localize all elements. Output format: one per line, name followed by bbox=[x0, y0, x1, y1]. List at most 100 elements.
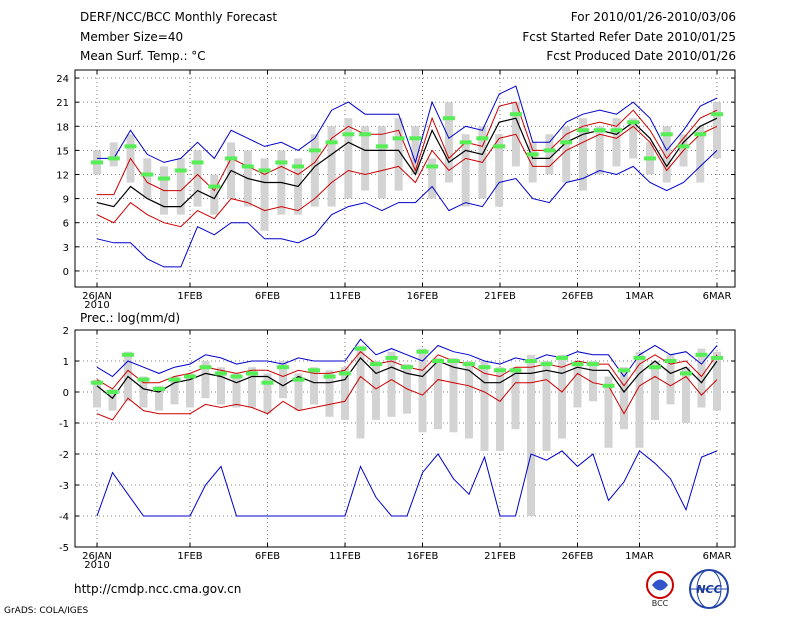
spread-bar bbox=[434, 357, 442, 430]
spread-bar bbox=[394, 118, 403, 191]
spread-bar bbox=[411, 126, 420, 175]
ensemble-marker bbox=[593, 128, 606, 133]
x-tick-label: 2010 bbox=[84, 300, 109, 311]
ensemble-marker bbox=[91, 380, 103, 385]
spread-bar bbox=[176, 158, 185, 215]
ensemble-marker bbox=[359, 132, 372, 137]
x-tick-label: 21FEB bbox=[484, 551, 516, 562]
x-tick-label: 16FEB bbox=[407, 291, 439, 302]
spread-bar bbox=[620, 367, 628, 430]
ensemble-marker bbox=[494, 368, 506, 373]
x-tick-label: 6MAR bbox=[703, 551, 732, 562]
ensemble-marker bbox=[509, 368, 522, 373]
x-tick-label: 21FEB bbox=[484, 291, 516, 302]
y-tick-label: 3 bbox=[63, 243, 69, 254]
ensemble-marker bbox=[633, 355, 646, 360]
spread-bar bbox=[294, 373, 303, 411]
ensemble-marker bbox=[168, 377, 181, 382]
ensemble-marker bbox=[308, 368, 320, 373]
x-tick-label: 11FEB bbox=[329, 291, 361, 302]
spread-bar bbox=[201, 361, 210, 399]
series-line-upper bbox=[97, 101, 718, 196]
x-tick-label: 6MAR bbox=[703, 291, 732, 302]
spread-bar bbox=[361, 126, 370, 191]
x-tick-label: 26FEB bbox=[562, 551, 594, 562]
ensemble-marker bbox=[476, 136, 489, 141]
ensemble-marker bbox=[711, 355, 723, 360]
y-tick-label: 15 bbox=[56, 146, 69, 157]
ensemble-marker bbox=[649, 365, 661, 370]
ncc-logo-text: NCC bbox=[696, 583, 721, 596]
y-tick-label: 0 bbox=[63, 267, 69, 278]
x-tick-label: 26JAN bbox=[82, 551, 112, 562]
ensemble-marker bbox=[401, 365, 413, 370]
ensemble-marker bbox=[478, 365, 491, 370]
series-line-min bbox=[96, 150, 718, 268]
spread-bar bbox=[109, 142, 118, 167]
spread-bar bbox=[511, 367, 520, 430]
ensemble-marker bbox=[618, 368, 630, 373]
ensemble-marker bbox=[677, 144, 690, 149]
ensemble-marker bbox=[556, 355, 568, 360]
spread-bar bbox=[444, 102, 453, 183]
spread-bar bbox=[562, 126, 571, 183]
ensemble-marker bbox=[695, 352, 708, 357]
series-line-max bbox=[97, 85, 718, 165]
x-tick-label: 1MAR bbox=[625, 551, 654, 562]
ensemble-marker bbox=[370, 362, 382, 367]
series-line-lower bbox=[96, 372, 718, 421]
ensemble-marker bbox=[525, 359, 537, 363]
plot-frame bbox=[74, 69, 736, 288]
spread-bar bbox=[666, 354, 675, 405]
spread-bar bbox=[528, 142, 537, 183]
y-tick-label: -1 bbox=[59, 419, 69, 430]
x-tick-label: 16FEB bbox=[407, 551, 439, 562]
y-tick-label: 2 bbox=[63, 326, 69, 337]
spread-bar bbox=[604, 376, 613, 448]
start-refer-date: Fcst Started Refer Date 2010/01/25 bbox=[522, 30, 736, 44]
y-tick-label: 24 bbox=[56, 74, 69, 85]
spread-bar bbox=[210, 174, 219, 215]
ensemble-marker bbox=[526, 152, 539, 157]
ensemble-marker bbox=[215, 371, 227, 376]
x-tick-label: 6FEB bbox=[255, 291, 280, 302]
spread-bar bbox=[263, 373, 272, 414]
spread-bar bbox=[545, 134, 554, 175]
ensemble-marker bbox=[339, 371, 351, 376]
bcc-logo-text: BCC bbox=[652, 599, 669, 608]
ensemble-marker bbox=[576, 128, 589, 133]
spread-bar bbox=[418, 348, 427, 433]
spread-bar bbox=[449, 357, 458, 433]
ensemble-marker bbox=[199, 365, 212, 370]
ensemble-marker bbox=[241, 164, 254, 169]
spread-bar bbox=[260, 158, 269, 231]
spread-bar bbox=[612, 118, 621, 167]
ensemble-marker bbox=[261, 380, 274, 385]
ensemble-marker bbox=[354, 346, 367, 351]
y-tick-label: 1 bbox=[63, 357, 69, 368]
spread-bar bbox=[310, 367, 318, 405]
spread-bar bbox=[372, 361, 380, 420]
ensemble-marker bbox=[664, 359, 677, 363]
spread-bar bbox=[697, 348, 706, 408]
source-url[interactable]: http://cmdp.ncc.cma.gov.cn bbox=[74, 582, 242, 596]
ensemble-marker bbox=[174, 168, 187, 173]
ensemble-marker bbox=[292, 377, 305, 382]
spread-bar bbox=[496, 367, 504, 451]
y-tick-label: 18 bbox=[56, 122, 69, 133]
plot-frame bbox=[74, 329, 736, 548]
y-tick-label: 12 bbox=[56, 170, 69, 181]
ensemble-marker bbox=[225, 156, 238, 161]
y-tick-label: 6 bbox=[63, 219, 69, 230]
ensemble-marker bbox=[342, 132, 355, 137]
ensemble-marker bbox=[292, 164, 305, 169]
spread-bar bbox=[696, 126, 705, 183]
ensemble-marker bbox=[543, 148, 556, 153]
spread-bar bbox=[578, 118, 587, 191]
spread-bar bbox=[139, 376, 148, 408]
spread-bar bbox=[635, 351, 644, 448]
spread-bar bbox=[495, 134, 504, 207]
x-tick-label: 26FEB bbox=[562, 291, 594, 302]
produced-date: Fcst Produced Date 2010/01/26 bbox=[546, 49, 736, 63]
